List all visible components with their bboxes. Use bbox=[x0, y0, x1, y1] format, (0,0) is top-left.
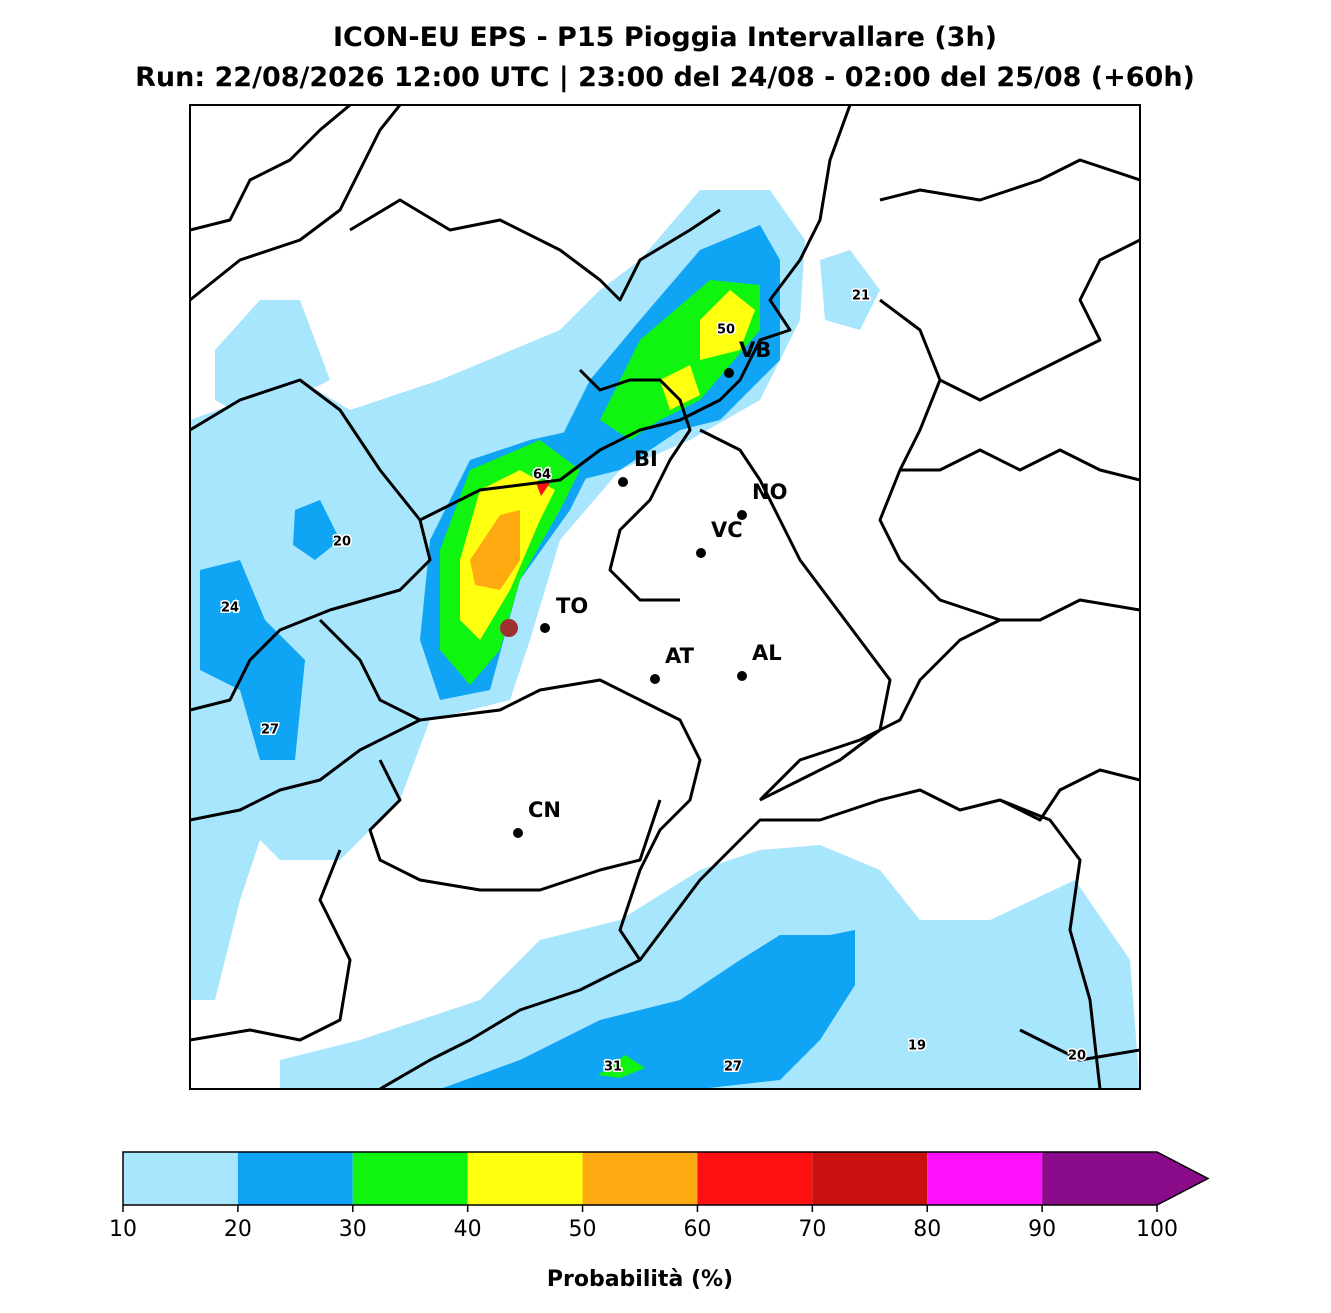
city-label: VC bbox=[711, 518, 743, 542]
city-dot bbox=[737, 510, 747, 520]
city-label: BI bbox=[634, 447, 658, 471]
colorbar-tick-label: 50 bbox=[569, 1217, 597, 1242]
colorbar-segment bbox=[927, 1152, 1043, 1205]
colorbar-tick-label: 70 bbox=[798, 1217, 826, 1242]
colorbar-segment bbox=[1042, 1152, 1157, 1205]
precip-area bbox=[700, 290, 755, 360]
colorbar-segment bbox=[582, 1152, 698, 1205]
precip-area bbox=[293, 500, 340, 560]
city-label: AT bbox=[665, 644, 695, 668]
contour-label: 21 bbox=[852, 289, 870, 304]
contour-label: 64 bbox=[533, 468, 551, 483]
colorbar: 10 20 30 40 50 60 70 80 90 100 bbox=[109, 1151, 1210, 1242]
city-label: CN bbox=[528, 798, 561, 822]
colorbar-extension bbox=[1157, 1152, 1208, 1205]
cities: VB BI NO VC TO AT AL CN bbox=[513, 338, 787, 838]
colorbar-label: Probabilità (%) bbox=[547, 1267, 733, 1292]
precip-area bbox=[470, 510, 520, 590]
city-dot bbox=[540, 623, 550, 633]
contour-labels: 21 50 64 20 24 27 31 27 19 20 bbox=[219, 287, 1087, 1076]
colorbar-tick-label: 30 bbox=[339, 1217, 367, 1242]
city-label: TO bbox=[556, 594, 588, 618]
city-dot bbox=[737, 671, 747, 681]
colorbar-tick-label: 90 bbox=[1028, 1217, 1056, 1242]
colorbar-tick-label: 40 bbox=[454, 1217, 482, 1242]
contour-label: 27 bbox=[261, 723, 279, 738]
city-label: VB bbox=[739, 338, 771, 362]
colorbar-segment bbox=[467, 1152, 583, 1205]
contour-label: 31 bbox=[604, 1060, 622, 1075]
contour-label: 20 bbox=[1068, 1049, 1086, 1064]
colorbar-segment bbox=[237, 1152, 353, 1205]
title: ICON-EU EPS - P15 Pioggia Intervallare (… bbox=[333, 22, 997, 53]
colorbar-outline bbox=[122, 1151, 1210, 1206]
city-dot bbox=[513, 828, 523, 838]
precip-area bbox=[215, 300, 330, 420]
contour-label: 20 bbox=[333, 535, 351, 550]
colorbar-tick-label: 20 bbox=[224, 1217, 252, 1242]
contour-label: 24 bbox=[221, 601, 239, 616]
subtitle: Run: 22/08/2026 12:00 UTC | 23:00 del 24… bbox=[135, 62, 1195, 93]
precip-area bbox=[536, 483, 550, 496]
precip-area bbox=[660, 365, 700, 410]
colorbar-segment bbox=[352, 1152, 468, 1205]
colorbar-tick-label: 60 bbox=[683, 1217, 711, 1242]
city-dot bbox=[724, 368, 734, 378]
colorbar-tick-label: 100 bbox=[1136, 1217, 1178, 1242]
site-marker bbox=[500, 619, 518, 637]
city-dot bbox=[618, 477, 628, 487]
precip-area bbox=[820, 250, 880, 330]
precip-field bbox=[190, 190, 1140, 1089]
contour-label: 19 bbox=[908, 1039, 926, 1054]
borders bbox=[190, 105, 1140, 1089]
city-label: NO bbox=[752, 480, 787, 504]
colorbar-segment bbox=[697, 1152, 813, 1205]
colorbar-segment bbox=[812, 1152, 928, 1205]
contour-label: 27 bbox=[724, 1060, 742, 1075]
map-frame bbox=[189, 104, 1141, 1090]
colorbar-tick-label: 10 bbox=[109, 1217, 137, 1242]
city-dot bbox=[696, 548, 706, 558]
precip-area bbox=[440, 930, 855, 1089]
precip-area bbox=[200, 560, 305, 760]
city-dot bbox=[650, 674, 660, 684]
colorbar-tick-label: 80 bbox=[913, 1217, 941, 1242]
map bbox=[190, 105, 1140, 1089]
colorbar-segment bbox=[123, 1152, 238, 1205]
precip-area bbox=[280, 845, 1140, 1089]
precip-area bbox=[598, 1055, 645, 1078]
city-label: AL bbox=[752, 641, 782, 665]
contour-label: 50 bbox=[717, 323, 735, 338]
